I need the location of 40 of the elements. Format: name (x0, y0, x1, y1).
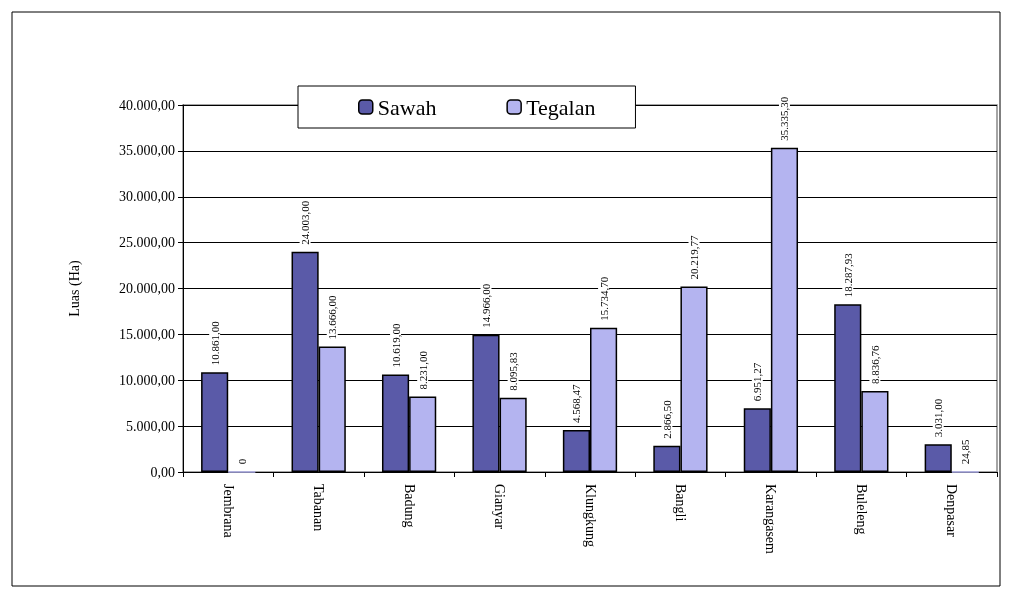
y-tick-label: 35.000,00 (119, 143, 175, 159)
x-tick-label: Bangli (672, 484, 688, 522)
bar (924, 444, 952, 472)
data-label: 8.095,83 (507, 351, 520, 391)
data-label: 4.568,47 (570, 384, 583, 424)
legend-label: Tegalan (526, 94, 596, 120)
data-label: 0 (235, 458, 248, 465)
y-axis-title: Luas (Ha) (66, 259, 83, 317)
y-tick-label: 5.000,00 (126, 418, 175, 434)
data-label: 24.003,00 (299, 200, 312, 245)
x-tick-label: Tabanan (311, 484, 327, 532)
data-label: 10.861,00 (208, 320, 221, 366)
y-tick-label: 40.000,00 (119, 97, 175, 113)
data-label: 6.951,27 (751, 362, 764, 402)
data-label: 2.866,50 (660, 399, 673, 439)
x-tick-label: Gianyar (492, 484, 508, 530)
data-label: 24,85 (959, 438, 972, 465)
data-label: 10.619,00 (389, 323, 402, 368)
data-label: 8.836,76 (868, 344, 881, 384)
y-tick-label: 30.000,00 (119, 189, 175, 205)
x-tick-label: Karangasem (763, 484, 779, 555)
data-label: 13.666,00 (326, 295, 339, 340)
y-tick-label: 15.000,00 (119, 326, 175, 342)
x-tick-label: Klungkung (582, 484, 598, 547)
data-label: 18.287,93 (841, 252, 854, 298)
x-tick-label: Badung (401, 484, 417, 528)
legend-label: Sawah (377, 94, 437, 120)
x-tick-label: Denpasar (944, 484, 960, 538)
data-label: 14.966,00 (479, 283, 492, 328)
data-label: 15.734,70 (597, 276, 610, 321)
y-tick-label: 0,00 (150, 464, 175, 480)
x-tick-label: Buleleng (853, 484, 869, 535)
y-tick-label: 25.000,00 (119, 235, 175, 251)
y-tick-label: 10.000,00 (119, 372, 175, 388)
data-label: 20.219,77 (688, 234, 701, 280)
data-label: 3.031,00 (932, 398, 945, 438)
x-tick-label: Jembrana (220, 484, 236, 539)
y-tick-label: 20.000,00 (119, 281, 175, 296)
data-label: 8.231,00 (416, 350, 429, 390)
data-label: 35.335,30 (778, 96, 791, 141)
